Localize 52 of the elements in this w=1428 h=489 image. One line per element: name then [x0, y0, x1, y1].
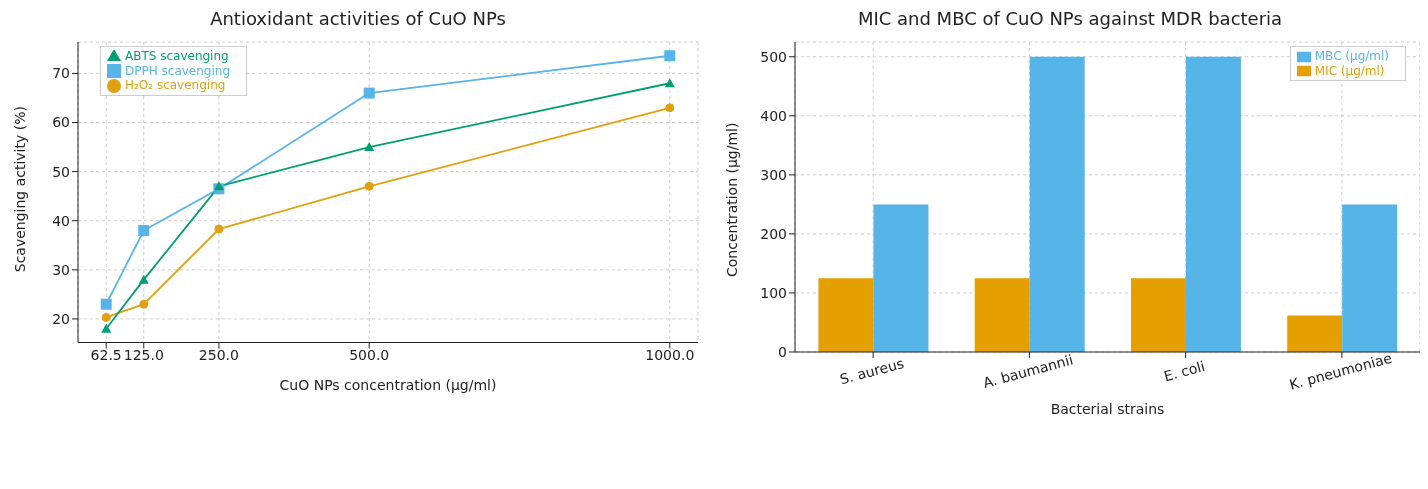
y-axis-title: Concentration (µg/ml) — [723, 122, 740, 277]
bar — [1130, 278, 1186, 352]
y-tick-label: 60 — [52, 114, 70, 131]
point — [138, 225, 150, 237]
legend-label: H₂O₂ scavenging — [125, 78, 226, 92]
point — [664, 50, 676, 62]
point — [664, 78, 675, 88]
x-tick-label: S. aureus — [838, 354, 906, 388]
x-tick-label: 1000.0 — [645, 347, 695, 364]
bar — [818, 278, 874, 352]
x-axis-title: CuO NPs concentration (µg/ml) — [279, 376, 497, 393]
y-axis-title: Scavenging activity (%) — [11, 106, 28, 273]
point — [139, 299, 149, 309]
x-tick-label: 500.0 — [349, 347, 390, 364]
x-tick-label: 250.0 — [198, 347, 239, 364]
point — [214, 224, 224, 234]
chart-title: Antioxidant activities of CuO NPs — [209, 8, 507, 31]
x-tick-label: E. coli — [1162, 358, 1207, 385]
point — [364, 142, 375, 152]
y-tick-label: 50 — [52, 163, 70, 180]
point — [138, 274, 149, 284]
point — [213, 181, 224, 191]
point — [100, 298, 112, 310]
legend-label: DPPH scavenging — [125, 63, 231, 78]
point — [665, 103, 675, 113]
point — [364, 181, 374, 191]
x-tick-label: 62.5 — [90, 347, 122, 364]
point — [101, 312, 111, 322]
legend-label: MBC (µg/ml) — [1314, 49, 1389, 63]
x-tick-label: 125.0 — [123, 347, 164, 364]
legend-label: ABTS scavenging — [125, 49, 229, 63]
y-tick-label: 30 — [52, 261, 70, 278]
y-tick-label: 20 — [52, 310, 70, 327]
y-tick-label: 100 — [760, 284, 787, 301]
point — [101, 323, 112, 333]
y-tick-label: 200 — [760, 225, 787, 242]
bar — [873, 204, 929, 352]
bar — [1342, 204, 1398, 352]
legend-label: MIC (µg/ml) — [1314, 63, 1385, 78]
y-tick-label: 70 — [52, 65, 70, 82]
bar — [1029, 56, 1085, 352]
bar — [1185, 56, 1241, 352]
y-tick-label: 500 — [760, 48, 787, 65]
point — [363, 87, 375, 99]
y-tick-label: 300 — [760, 166, 787, 183]
y-tick-label: 400 — [760, 107, 787, 124]
x-axis-title: Bacterial strains — [1050, 401, 1165, 417]
bar — [1287, 315, 1343, 352]
chart-title: MIC and MBC of CuO NPs against MDR bacteria — [856, 8, 1284, 31]
bar — [974, 278, 1030, 352]
y-tick-label: 0 — [778, 343, 787, 360]
y-tick-label: 40 — [52, 212, 70, 229]
